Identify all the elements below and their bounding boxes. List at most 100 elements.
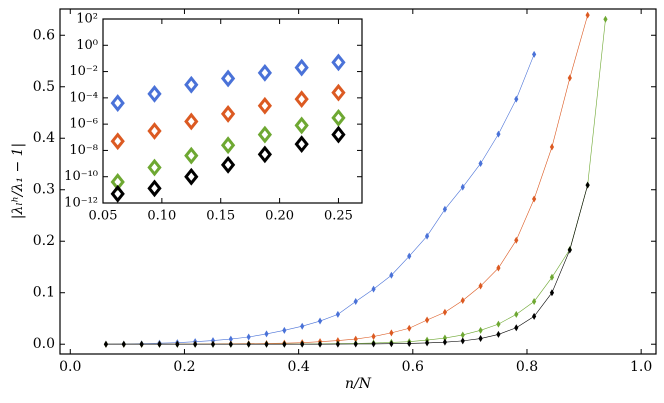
data-point [335, 340, 340, 348]
y-tick-label: 10⁻⁶ [69, 117, 98, 132]
data-point [257, 63, 272, 82]
data-point [514, 310, 519, 318]
data-point [210, 340, 216, 348]
data-point [567, 74, 572, 82]
data-point [220, 105, 236, 123]
data-point [532, 297, 537, 305]
data-point [424, 232, 430, 240]
data-point [264, 330, 269, 338]
data-point [460, 183, 465, 191]
data-point [478, 335, 483, 343]
data-point [442, 334, 448, 342]
data-point [514, 236, 519, 244]
x-tick-label: 0.8 [516, 359, 538, 375]
data-point [496, 130, 501, 138]
data-point [496, 320, 501, 328]
data-point [567, 246, 572, 254]
y-tick-label: 10² [76, 12, 98, 27]
data-point [549, 143, 555, 151]
series-line [105, 185, 588, 345]
data-point [184, 146, 199, 165]
data-point [184, 112, 199, 131]
data-point [442, 308, 448, 316]
data-point [496, 330, 501, 338]
data-point [110, 184, 125, 203]
data-point [460, 296, 465, 304]
data-point [371, 285, 376, 293]
data-point [193, 340, 198, 348]
data-point [184, 167, 199, 186]
data-point [300, 340, 305, 348]
data-point [549, 289, 555, 297]
data-point [549, 273, 555, 281]
data-point [585, 181, 590, 189]
data-point [603, 15, 608, 23]
plot-frame [59, 8, 657, 355]
data-point [442, 205, 448, 213]
data-point [442, 338, 448, 346]
y-tick-label: 0.5 [33, 79, 55, 95]
data-point [228, 340, 233, 348]
data-point [532, 312, 537, 320]
y-tick-label: 10⁻² [69, 64, 98, 79]
data-point [257, 96, 272, 115]
data-point [264, 340, 269, 348]
x-axis-label: n/N [345, 376, 372, 392]
data-point [371, 332, 376, 340]
x-tick-label: 0.05 [89, 209, 118, 224]
data-point [294, 135, 309, 154]
data-point [371, 340, 376, 348]
data-point [246, 333, 251, 341]
data-point [353, 297, 358, 305]
data-point [478, 159, 483, 167]
data-point [246, 340, 251, 348]
data-point [407, 252, 412, 260]
data-point [389, 340, 394, 348]
data-point [282, 340, 287, 348]
data-point [532, 50, 537, 58]
data-point [478, 326, 483, 334]
data-point [147, 158, 162, 177]
data-point [257, 145, 272, 164]
data-point [424, 339, 430, 347]
data-point [257, 125, 272, 144]
data-point [353, 340, 358, 348]
data-point [147, 122, 162, 140]
data-point [317, 317, 323, 325]
x-tick-label: 0.0 [59, 359, 81, 375]
y-axis-label: |λₗʰ/λ₁ − 1| [10, 143, 26, 220]
data-point [184, 75, 199, 94]
data-point [175, 340, 180, 348]
data-point [331, 83, 346, 102]
data-point [317, 340, 323, 348]
data-point [294, 116, 309, 135]
data-point [300, 322, 305, 330]
data-point [139, 340, 144, 348]
y-tick-label: 10⁰ [76, 38, 98, 53]
x-tick-label: 0.25 [324, 209, 353, 224]
x-tick-label: 0.6 [402, 359, 424, 375]
x-tick-label: 0.20 [265, 209, 294, 224]
y-tick-label: 0.4 [33, 130, 55, 146]
y-tick-label: 10⁻¹² [64, 196, 98, 211]
data-point [220, 155, 236, 174]
data-point [110, 94, 125, 112]
data-point [228, 335, 233, 343]
data-point [294, 58, 309, 77]
data-point [110, 132, 125, 151]
data-point [121, 340, 126, 348]
y-tick-label: 0.6 [33, 27, 55, 43]
data-point [331, 108, 346, 127]
data-point [103, 340, 109, 348]
x-tick-label: 0.15 [206, 209, 235, 224]
data-point [407, 324, 412, 332]
data-point [331, 125, 346, 144]
x-tick-label: 0.4 [287, 359, 309, 375]
data-point [514, 95, 519, 103]
data-point [294, 90, 309, 109]
data-point [424, 316, 430, 324]
data-point [147, 84, 162, 103]
data-point [220, 136, 236, 155]
x-tick-label: 1.0 [630, 359, 652, 375]
